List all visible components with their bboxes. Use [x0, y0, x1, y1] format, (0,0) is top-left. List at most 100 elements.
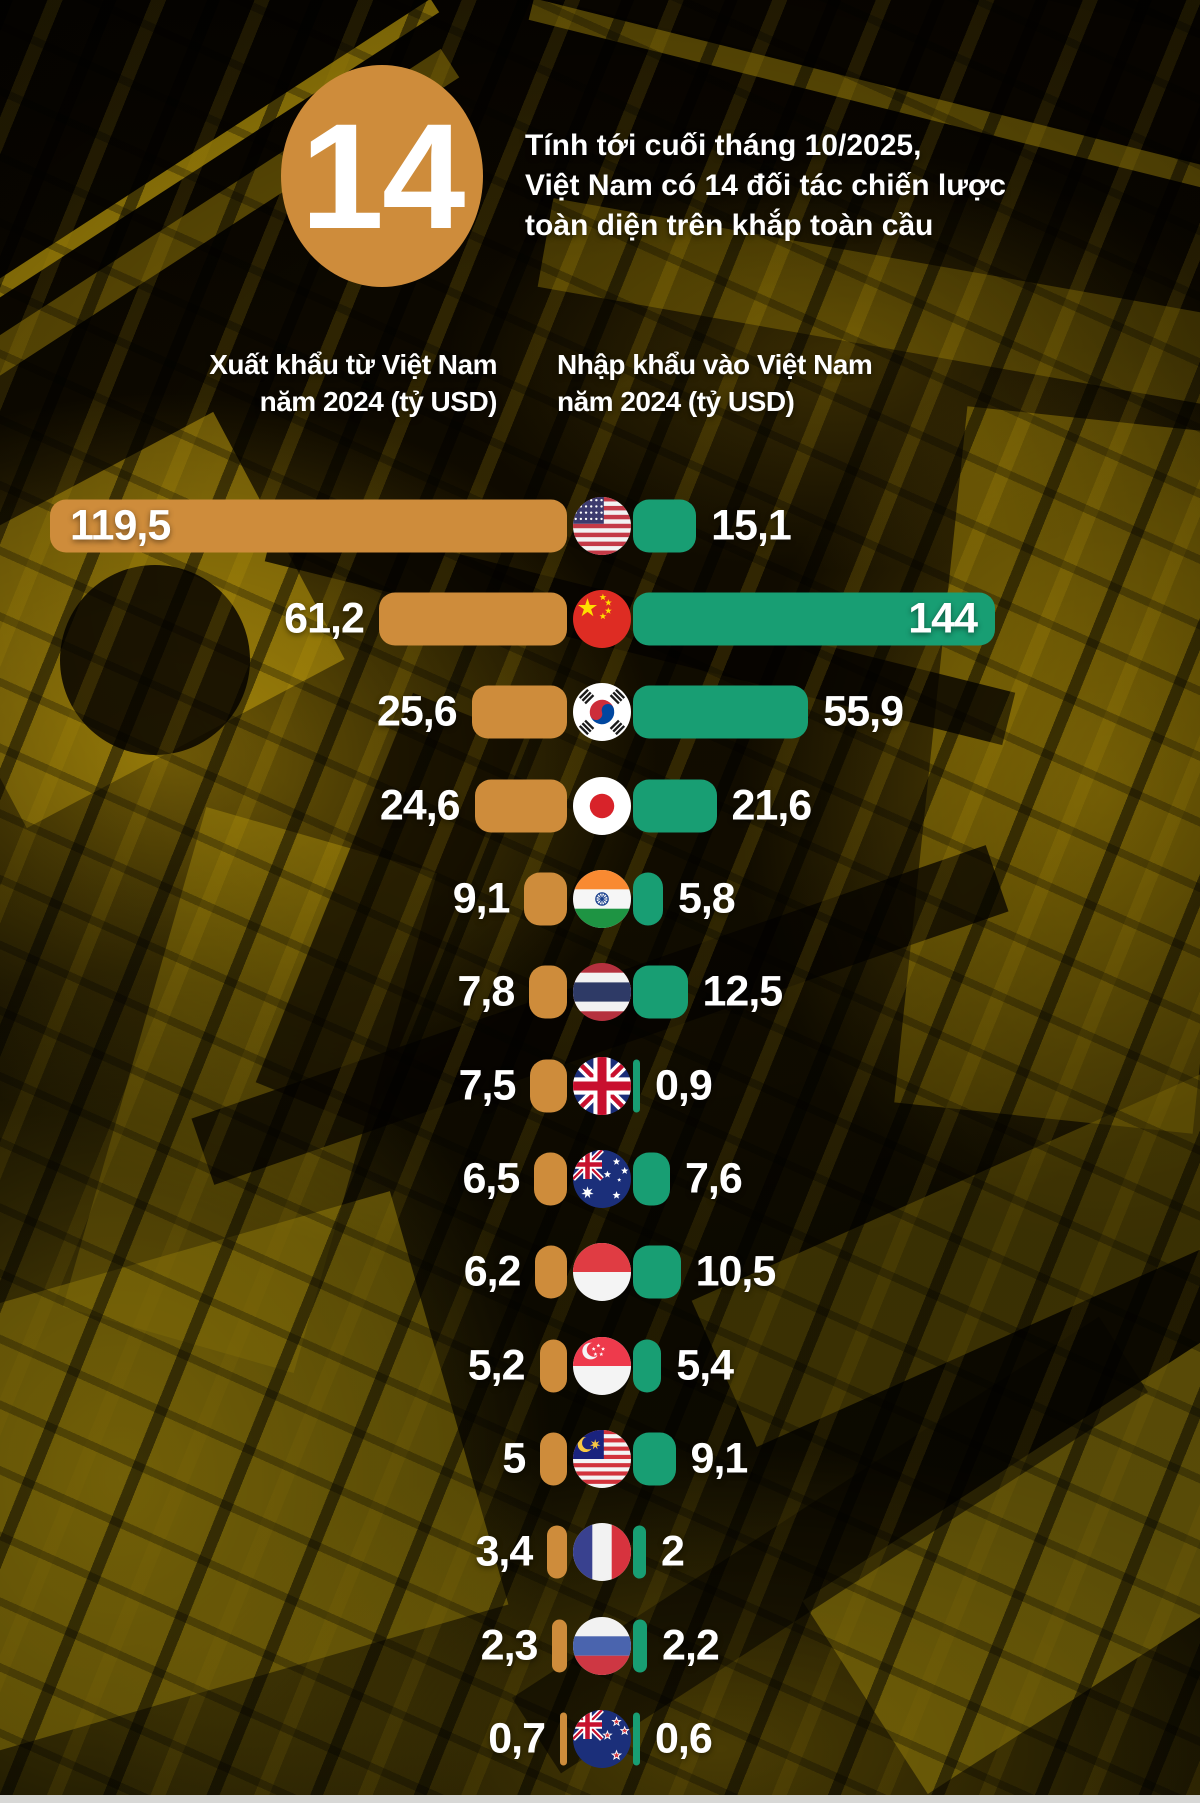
import-value: 7,6 [684, 1154, 743, 1203]
export-bar [530, 1059, 567, 1113]
export-zone: 119,5 [50, 499, 567, 553]
export-bar [534, 1152, 567, 1206]
singapore-flag-icon [573, 1336, 631, 1395]
import-zone: 144 [633, 592, 995, 646]
import-zone: 10,5 [633, 1245, 777, 1299]
export-zone: 6,2 [463, 1245, 567, 1299]
import-zone: 2,2 [633, 1619, 720, 1673]
thailand-flag-icon [573, 963, 631, 1022]
new-zealand-flag-icon [573, 1710, 631, 1769]
australia-flag-icon [573, 1150, 631, 1209]
partner-row: 6,5 7,6 [0, 1132, 1200, 1226]
import-value: 10,5 [695, 1247, 777, 1296]
import-value: 5,4 [676, 1341, 734, 1390]
import-bar [633, 1152, 670, 1206]
badge-description-line: Việt Nam có 14 đối tác chiến lược [525, 169, 1006, 202]
export-bar [529, 965, 567, 1019]
india-flag-icon [573, 870, 631, 928]
export-bar [560, 1712, 567, 1766]
export-value: 5,2 [467, 1341, 526, 1390]
export-bar: 119,5 [50, 499, 567, 553]
export-value: 61,2 [284, 594, 365, 643]
partner-row: 25,6 55,9 [0, 665, 1200, 759]
import-bar [633, 499, 697, 553]
badge-description-line: Tính tới cuối tháng 10/2025, [525, 129, 922, 162]
france-flag-icon [573, 1523, 631, 1582]
import-bar [633, 1619, 648, 1673]
import-value: 0,9 [655, 1061, 713, 1110]
import-bar [633, 779, 717, 833]
partner-row: 9,1 5,8 [0, 852, 1200, 946]
partner-row: 5,2 5,4 [0, 1319, 1200, 1413]
malaysia-flag-icon [573, 1430, 631, 1489]
import-bar [633, 1059, 640, 1113]
uk-flag-icon [573, 1056, 631, 1115]
import-zone: 55,9 [633, 685, 904, 739]
export-bar [535, 1245, 567, 1299]
export-value: 6,2 [463, 1247, 522, 1296]
export-zone: 25,6 [376, 685, 567, 739]
export-zone: 6,5 [463, 1152, 567, 1206]
export-zone: 61,2 [284, 592, 567, 646]
partner-count-badge: 14 [281, 65, 483, 287]
bottom-strip [0, 1795, 1200, 1803]
import-zone: 12,5 [633, 965, 783, 1019]
us-flag-icon [573, 496, 631, 555]
import-header-line: năm 2024 (tỷ USD) [557, 386, 795, 417]
export-value: 2,3 [480, 1621, 539, 1670]
partner-row: 61,2 144 [0, 572, 1200, 666]
export-value: 0,7 [488, 1714, 546, 1763]
import-zone: 0,9 [633, 1059, 713, 1113]
import-value: 5,8 [677, 874, 736, 923]
partner-row: 7,5 0,9 [0, 1039, 1200, 1133]
export-value: 7,5 [458, 1061, 517, 1110]
import-value: 2 [661, 1527, 685, 1576]
export-bar [540, 1432, 567, 1486]
import-header-line: Nhập khẩu vào Việt Nam [557, 349, 873, 380]
badge-description: Tính tới cuối tháng 10/2025, Việt Nam có… [525, 126, 1006, 246]
export-value: 25,6 [376, 687, 458, 736]
import-zone: 2 [633, 1525, 685, 1579]
import-bar [633, 965, 688, 1019]
import-value: 0,6 [655, 1714, 713, 1763]
import-zone: 7,6 [633, 1152, 743, 1206]
import-value: 55,9 [823, 687, 904, 736]
export-header-line: Xuất khẩu từ Việt Nam [209, 349, 497, 380]
export-bar [524, 872, 567, 926]
import-bar [633, 1245, 681, 1299]
badge-description-line: toàn diện trên khắp toàn cầu [525, 209, 934, 242]
export-bar [539, 1339, 567, 1393]
export-column-header: Xuất khẩu từ Việt Nam năm 2024 (tỷ USD) [209, 346, 497, 420]
partner-row: 2,3 2,2 [0, 1599, 1200, 1693]
import-bar [633, 1339, 662, 1393]
export-zone: 24,6 [380, 779, 567, 833]
export-value: 5 [502, 1434, 526, 1483]
partner-count: 14 [300, 91, 466, 260]
export-zone: 9,1 [453, 872, 567, 926]
japan-flag-icon [573, 776, 631, 835]
export-zone: 5 [502, 1432, 567, 1486]
export-bar [547, 1525, 567, 1579]
export-zone: 7,8 [458, 965, 567, 1019]
partner-row: 24,6 21,6 [0, 759, 1200, 853]
import-value: 15,1 [711, 501, 792, 550]
partner-row: 3,4 2 [0, 1505, 1200, 1599]
import-value: 9,1 [690, 1434, 749, 1483]
import-zone: 5,4 [633, 1339, 734, 1393]
import-bar [633, 1432, 676, 1486]
import-value: 2,2 [662, 1621, 720, 1670]
export-value: 3,4 [475, 1527, 533, 1576]
indonesia-flag-icon [573, 1243, 631, 1302]
export-value: 119,5 [70, 501, 171, 550]
import-bar [633, 1712, 640, 1766]
south-korea-flag-icon [573, 683, 631, 742]
partner-row: 119,5 15,1 [0, 479, 1200, 573]
export-bar [552, 1619, 567, 1673]
import-column-header: Nhập khẩu vào Việt Nam năm 2024 (tỷ USD) [557, 346, 873, 420]
import-bar [633, 1525, 647, 1579]
russia-flag-icon [573, 1616, 631, 1675]
import-bar [633, 685, 809, 739]
import-zone: 21,6 [633, 779, 812, 833]
